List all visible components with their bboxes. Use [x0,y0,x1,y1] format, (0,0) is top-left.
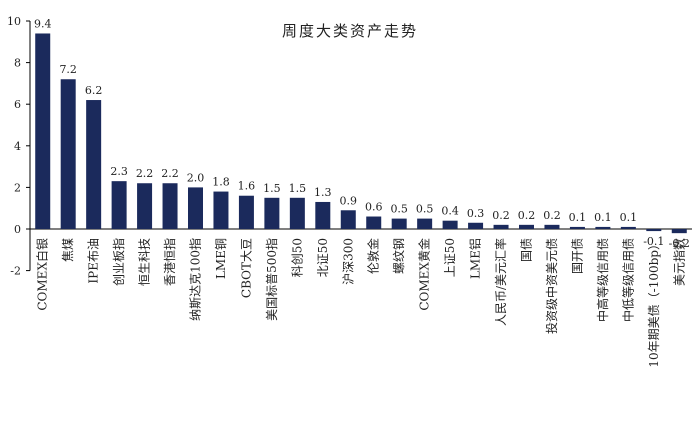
x-tick-label: 10年期美债（-100bp） [647,238,661,368]
x-tick-label: CBOT大豆 [239,238,253,298]
bar [137,183,153,229]
bar-value-label: 0.4 [441,205,459,218]
bar-value-label: 1.8 [212,176,230,189]
bar [162,183,178,229]
x-tick-label: 科创50 [290,238,304,277]
x-tick-label: COMEX白银 [35,238,50,311]
bar [442,220,458,229]
bar-value-label: 6.2 [85,84,103,97]
bar [544,224,560,229]
x-tick-label: LME铜 [213,238,228,279]
bar-value-label: 0.2 [492,209,510,222]
x-tick-label: 纳斯达克100指 [188,238,203,321]
x-tick-label: LME铝 [468,238,483,279]
bar-value-label: 0.2 [518,209,536,222]
bar [289,197,305,229]
bar [595,226,611,229]
bar-value-label: 1.3 [314,186,332,199]
x-tick-label: 焦煤 [61,238,75,262]
x-tick-label: 国开债 [570,238,584,274]
bar-value-label: 9.4 [34,17,52,30]
x-tick-label: 投资级中资美元债 [544,238,559,334]
x-tick-label: 上证50 [443,238,457,277]
bar-value-label: -0.1 [643,235,664,248]
x-tick-label: 创业板指 [111,238,126,286]
bar-value-label: 2.2 [136,167,154,180]
bar-value-label: 0.5 [416,203,434,216]
bar [671,229,687,234]
bar-value-label: 0.6 [365,201,383,214]
x-tick-label: 北证50 [316,238,330,277]
bar [493,224,509,229]
x-tick-label: 恒生科技 [138,238,152,286]
bar [315,201,331,229]
bar-value-label: 2.0 [187,171,205,184]
x-tick-label: 中高等级信用债 [595,238,610,322]
y-tick-label: 2 [14,181,21,194]
bar-value-label: 0.1 [594,211,612,224]
chart-title: 周度大类资产走势 [281,22,418,40]
bar [646,229,662,232]
bar-value-label: 0.1 [620,211,638,224]
bar [569,226,585,229]
bar-value-label: 2.3 [110,165,128,178]
x-tick-label: IPE布油 [87,238,101,284]
bar [111,181,127,229]
x-tick-label: 沪深300 [341,238,355,285]
x-tick-label: 螺纹钢 [392,238,406,274]
bar [35,33,51,230]
bar-value-label: 0.2 [543,209,561,222]
y-tick-label: 8 [14,57,21,70]
x-tick-label: 伦敦金 [366,238,381,274]
bar-value-label: 1.5 [263,182,281,195]
bar [417,218,433,229]
bar [340,210,356,229]
bar [60,79,76,230]
bar-value-label: 7.2 [59,63,77,76]
bar [519,224,534,229]
bar [86,100,102,229]
bar-value-label: 2.2 [161,167,179,180]
bar-value-label: 0.1 [569,211,587,224]
y-tick-label: -2 [10,265,21,278]
bar [264,197,280,229]
x-tick-label: 美元指数 [671,238,686,286]
bar [391,218,407,229]
bar-value-label: -0.2 [669,237,690,250]
bar-value-label: 0.5 [390,203,408,216]
bar-value-label: 0.3 [467,207,485,220]
bar-value-label: 1.6 [238,180,256,193]
bar [238,195,254,229]
bar [188,187,203,229]
x-tick-label: 美国标普500指 [264,238,279,321]
bar [213,191,229,229]
bar [468,222,484,229]
x-tick-label: 人民币/美元汇率 [493,238,508,326]
y-tick-label: 0 [14,223,21,236]
y-tick-label: 10 [7,15,21,28]
bar-value-label: 1.5 [289,182,307,195]
y-tick-label: 4 [14,140,21,153]
x-tick-label: 中低等级信用债 [620,238,635,322]
x-tick-label: COMEX黄金 [417,238,432,311]
bar [366,216,382,229]
x-tick-label: 香港恒指 [162,238,177,286]
x-tick-label: 国债 [520,238,534,262]
bar [620,226,636,229]
y-tick-label: 6 [14,98,21,111]
bar-value-label: 0.9 [340,194,358,207]
